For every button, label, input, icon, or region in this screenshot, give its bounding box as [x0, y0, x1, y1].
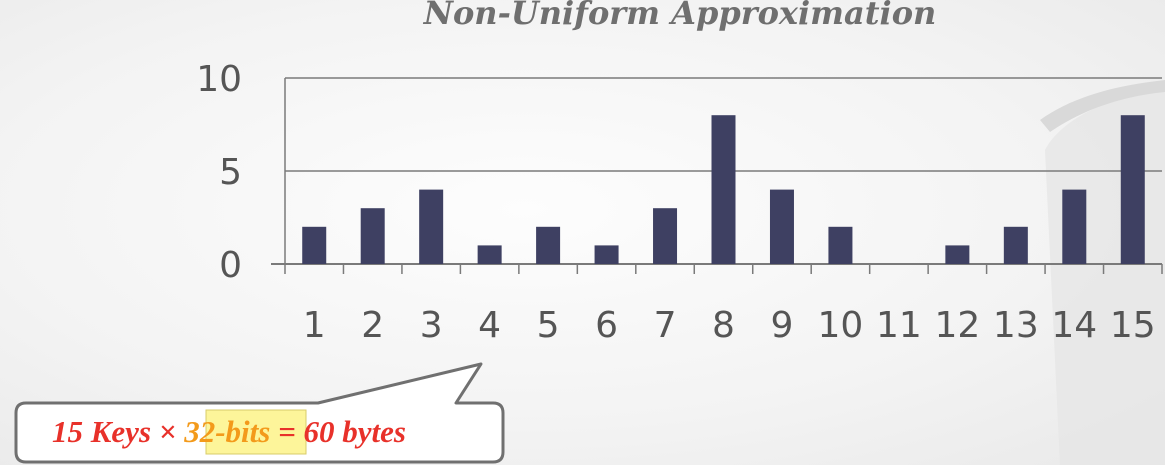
x-tick-label: 13	[993, 305, 1039, 346]
x-tick-label: 6	[595, 305, 618, 346]
y-axis-ticks: 0 5 10	[196, 59, 242, 286]
callout-highlight-text: 32-bits	[183, 414, 270, 449]
bar	[653, 208, 678, 264]
background-decoration-rim	[1040, 80, 1165, 132]
bar	[1003, 226, 1028, 264]
x-tick-label: 2	[361, 305, 384, 346]
bar	[711, 115, 736, 264]
bar	[302, 226, 327, 264]
x-axis-ticks: 1 2 3 4 5 6 7 8 9 10 11 12 13 14 15	[303, 305, 1156, 346]
y-tick-label: 5	[219, 152, 242, 193]
callout-prefix: 15 Keys ×	[52, 414, 184, 449]
y-tick-label: 0	[219, 245, 242, 286]
callout-suffix: = 60 bytes	[270, 414, 406, 449]
x-tick-label: 3	[420, 305, 443, 346]
callout: 15 Keys × 32-bits = 60 bytes	[14, 362, 505, 464]
chart-title: Non-Uniform Approximation	[423, 0, 937, 32]
x-tick-label: 4	[478, 305, 501, 346]
bar	[477, 245, 502, 264]
x-tick-label: 8	[712, 305, 735, 346]
background-decoration	[1045, 90, 1165, 465]
callout-highlight	[205, 409, 307, 455]
x-tick-label: 10	[818, 305, 864, 346]
bar	[594, 245, 619, 264]
bar	[360, 208, 385, 264]
bar	[828, 226, 853, 264]
x-tick-label: 12	[934, 305, 980, 346]
x-tick-label: 9	[771, 305, 794, 346]
x-tick-label: 5	[537, 305, 560, 346]
x-tick-label: 15	[1110, 305, 1156, 346]
callout-text: 15 Keys × 32-bits = 60 bytes	[52, 414, 406, 449]
y-tick-label: 10	[196, 59, 242, 100]
x-tick-label: 14	[1051, 305, 1097, 346]
bar	[945, 245, 970, 264]
x-tick-label: 7	[654, 305, 677, 346]
bar	[536, 226, 561, 264]
x-tick-label: 11	[876, 305, 922, 346]
bar	[1120, 115, 1145, 264]
bars	[302, 115, 1145, 264]
bar	[419, 189, 444, 264]
bar	[769, 189, 794, 264]
bar	[1062, 189, 1087, 264]
x-tick-label: 1	[303, 305, 326, 346]
